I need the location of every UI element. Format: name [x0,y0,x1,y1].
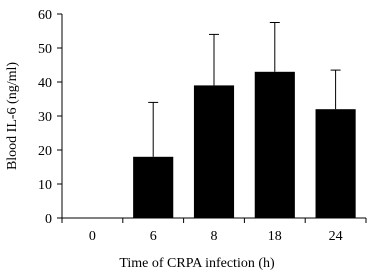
y-tick-label: 10 [38,178,52,193]
y-tick-label: 60 [38,8,52,23]
bar [133,156,174,218]
x-tick-label: 18 [268,229,282,244]
y-tick-label: 50 [38,42,52,57]
bar [254,71,295,218]
y-tick-label: 40 [38,76,52,91]
x-axis-label: Time of CRPA infection (h) [119,256,275,271]
bar [315,109,356,218]
bar [193,85,235,219]
x-tick-label: 8 [211,229,218,244]
y-axis-label: Blood IL-6 (ng/ml) [5,62,20,170]
x-tick-label: 0 [89,229,96,244]
x-tick-label: 24 [329,229,343,244]
x-tick-label: 6 [150,229,157,244]
y-tick-label: 30 [38,110,52,125]
y-tick-label: 0 [45,212,52,227]
y-tick-label: 20 [38,144,52,159]
